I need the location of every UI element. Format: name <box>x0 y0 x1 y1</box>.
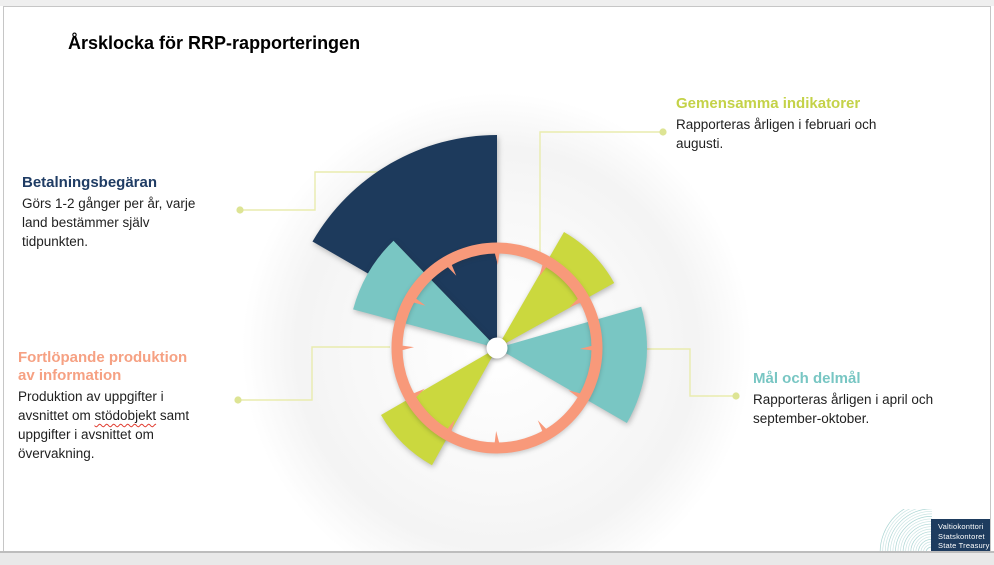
clock-wedges <box>312 134 647 466</box>
clock-ring <box>391 242 603 454</box>
wedge-mal-och-delmal-spring <box>353 240 497 348</box>
clock-tick-11 <box>446 263 457 276</box>
clock-tick-7 <box>446 419 455 433</box>
connector-dot-fortlopande-produktion <box>234 396 242 404</box>
clock-hub-circle <box>486 337 508 359</box>
clock-hub <box>486 337 508 359</box>
logo-wave-pattern <box>879 509 932 553</box>
window-top-strip <box>0 0 994 6</box>
logo-wave-arc <box>907 528 932 553</box>
clock-tick-9 <box>401 345 415 351</box>
wedge-betalningsbegaran <box>312 134 497 348</box>
logo-wave-arc <box>887 509 932 553</box>
clock-tick-6 <box>494 430 500 444</box>
wedge-gemensamma-indikatorer-feb <box>497 232 615 348</box>
slide-title: Årsklocka för RRP-rapporteringen <box>68 33 361 53</box>
clock-tick-5 <box>537 420 548 433</box>
clock-tick-8 <box>412 388 425 399</box>
logo-line: State Treasury <box>938 541 990 550</box>
connector-line-betalningsbegaran <box>240 171 389 211</box>
bottom-gray-band <box>0 551 994 565</box>
logo-line: Statskontoret <box>938 531 985 541</box>
clock-tick-0 <box>494 252 500 266</box>
connector-line-fortlopande-produktion <box>238 346 390 401</box>
logo-text-box: Valtiokonttori Statskontoret State Treas… <box>931 519 990 552</box>
clock-tick-1 <box>539 263 548 277</box>
state-treasury-logo: Valtiokonttori Statskontoret State Treas… <box>874 509 992 553</box>
connector-lines <box>234 128 740 404</box>
clock-tick-4 <box>568 390 582 399</box>
wedge-gemensamma-indikatorer-aug <box>381 348 497 466</box>
clock-tick-10 <box>412 297 426 306</box>
connector-dot-betalningsbegaran <box>236 206 244 214</box>
connector-line-gemensamma-indikatorer <box>539 131 663 260</box>
logo-wave-arc <box>882 509 911 553</box>
connector-dot-mal-och-delmal <box>732 392 740 400</box>
clock-ring-circle <box>391 242 603 454</box>
logo-line: Valtiokonttori <box>938 522 984 531</box>
connector-dot-gemensamma-indikatorer <box>659 128 667 136</box>
connector-line-mal-och-delmal <box>646 348 736 397</box>
clock-tick-2 <box>569 297 582 308</box>
clock-tick-3 <box>579 345 593 351</box>
wedge-mal-och-delmal-autumn <box>497 306 647 423</box>
